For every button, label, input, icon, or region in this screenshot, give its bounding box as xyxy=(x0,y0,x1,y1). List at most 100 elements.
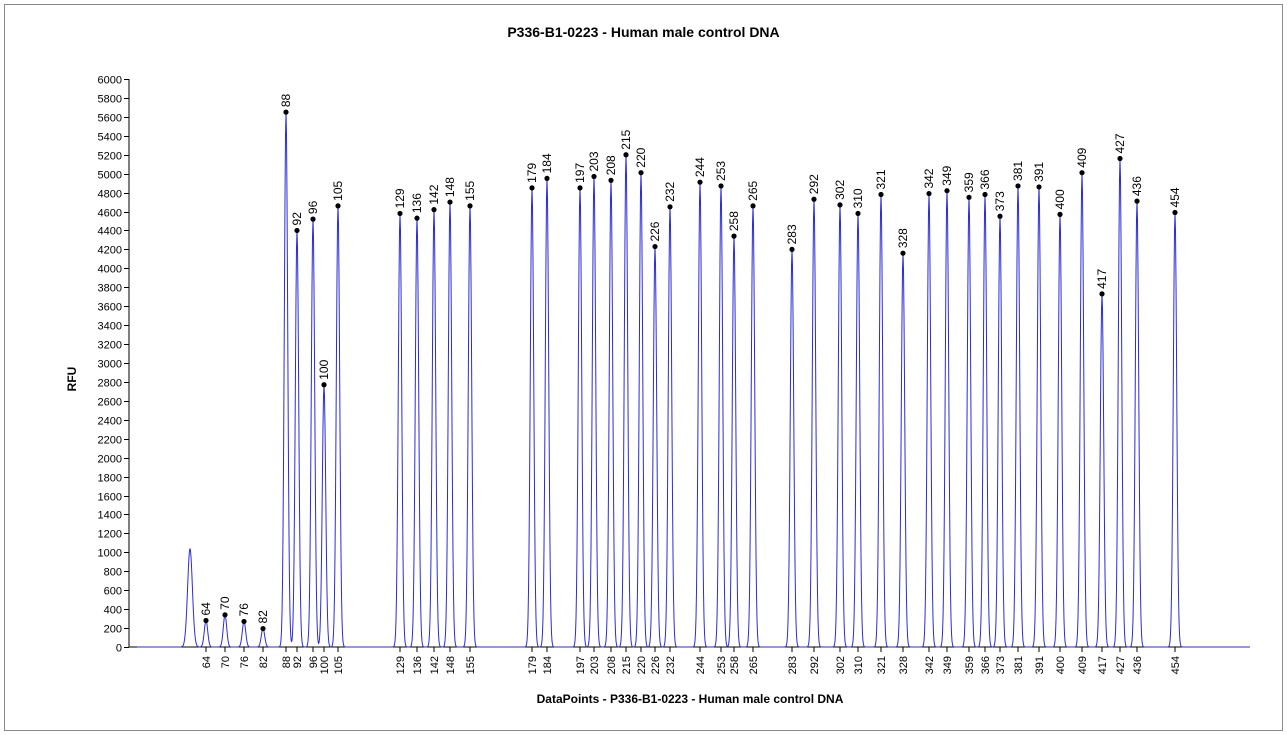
y-tick-label: 5200 xyxy=(98,151,122,163)
peak-label: 88 xyxy=(279,93,293,107)
peak-marker xyxy=(750,203,756,209)
peak-label: 359 xyxy=(962,172,976,192)
x-tick-label: 417 xyxy=(1097,656,1109,674)
x-tick-label: 64 xyxy=(201,656,213,668)
peak-label: 76 xyxy=(237,603,251,617)
peak-label: 258 xyxy=(727,211,741,231)
y-tick-label: 3600 xyxy=(98,302,122,314)
x-tick-label: 142 xyxy=(429,656,441,674)
y-tick-label: 1200 xyxy=(98,529,122,541)
x-tick-label: 302 xyxy=(835,656,847,674)
peak-marker xyxy=(1117,155,1123,162)
peak-marker xyxy=(855,210,861,217)
peak-label: 366 xyxy=(978,169,992,189)
peak-marker xyxy=(529,185,535,191)
peak-marker xyxy=(1036,184,1042,190)
peak-label: 381 xyxy=(1011,161,1025,181)
peak-marker xyxy=(335,203,341,209)
y-tick-label: 3400 xyxy=(98,321,122,333)
x-tick-label: 454 xyxy=(1170,656,1182,674)
y-tick-label: 2200 xyxy=(98,435,122,447)
peak-marker xyxy=(878,191,884,198)
peak-marker xyxy=(397,210,403,217)
peak-marker xyxy=(591,173,597,180)
y-tick-label: 5400 xyxy=(98,132,122,144)
x-tick-label: 258 xyxy=(729,656,741,674)
chart-frame xyxy=(4,4,1283,731)
peak-marker xyxy=(608,177,614,183)
peak-label: 265 xyxy=(746,181,760,201)
peak-label: 226 xyxy=(648,221,662,241)
peak-label: 142 xyxy=(427,184,441,204)
y-tick-label: 400 xyxy=(104,605,122,617)
peak-label: 283 xyxy=(785,224,799,244)
y-tick-label: 2000 xyxy=(98,454,122,466)
y-tick-label: 2800 xyxy=(98,378,122,390)
peak-marker xyxy=(966,194,972,200)
y-tick-label: 1000 xyxy=(98,548,122,560)
y-tick-label: 4600 xyxy=(98,208,122,220)
x-tick-label: 179 xyxy=(527,656,539,674)
x-tick-label: 129 xyxy=(395,656,407,674)
x-tick-label: 310 xyxy=(853,656,865,674)
peak-marker xyxy=(241,618,247,625)
x-tick-label: 373 xyxy=(995,656,1007,674)
y-tick-label: 800 xyxy=(104,567,122,579)
peak-marker xyxy=(697,179,703,185)
y-tick-label: 200 xyxy=(104,624,122,636)
peak-marker xyxy=(944,188,950,194)
peak-marker xyxy=(731,233,737,239)
peak-marker xyxy=(926,190,932,197)
y-tick-label: 4200 xyxy=(98,245,122,257)
peak-marker xyxy=(414,215,420,221)
peak-marker xyxy=(811,196,817,202)
y-tick-label: 4800 xyxy=(98,189,122,201)
signal-trace xyxy=(137,112,1250,648)
x-tick-label: 244 xyxy=(695,656,707,674)
peak-marker xyxy=(1172,209,1178,216)
peak-label: 232 xyxy=(663,181,677,201)
peak-label: 220 xyxy=(634,147,648,167)
y-tick-label: 1600 xyxy=(98,492,122,504)
peak-label: 197 xyxy=(573,163,587,183)
x-tick-label: 342 xyxy=(924,656,936,674)
peak-marker xyxy=(1079,170,1085,176)
x-tick-label: 92 xyxy=(292,656,304,668)
peak-label: 215 xyxy=(619,129,633,149)
peak-label: 148 xyxy=(443,177,457,197)
x-tick-label: 88 xyxy=(281,656,293,668)
peak-label: 328 xyxy=(896,228,910,248)
x-tick-label: 292 xyxy=(809,656,821,674)
peak-label: 105 xyxy=(331,181,345,201)
peak-marker xyxy=(321,382,327,388)
axes: 0 200 400 600 800 1000 1200 1400 1600 1800 2000 220… xyxy=(98,75,1250,674)
peak-marker xyxy=(310,216,316,222)
peak-marker xyxy=(1134,198,1140,204)
peak-label: 82 xyxy=(256,610,270,624)
x-tick-label: 136 xyxy=(412,656,424,674)
peak-marker xyxy=(789,246,795,252)
x-tick-label: 427 xyxy=(1115,656,1127,674)
chart-title: P336-B1-0223 - Human male control DNA xyxy=(507,24,780,40)
peak-marker xyxy=(1015,183,1021,189)
x-tick-label: 226 xyxy=(650,656,662,674)
peak-label: 292 xyxy=(807,174,821,194)
x-tick-label: 155 xyxy=(465,656,477,674)
peak-marker xyxy=(294,227,300,234)
peak-label: 342 xyxy=(922,168,936,188)
x-tick-label: 436 xyxy=(1132,656,1144,674)
peak-label: 391 xyxy=(1032,162,1046,182)
y-tick-label: 3800 xyxy=(98,283,122,295)
y-tick-label: 6000 xyxy=(98,75,122,87)
peak-label: 100 xyxy=(317,359,331,379)
x-tick-label: 82 xyxy=(258,656,270,668)
peak-marker xyxy=(652,243,658,250)
x-tick-label: 366 xyxy=(980,656,992,674)
x-tick-label: 283 xyxy=(787,656,799,674)
y-tick-label: 4000 xyxy=(98,264,122,276)
x-tick-label: 391 xyxy=(1034,656,1046,674)
x-tick-label: 203 xyxy=(589,656,601,674)
peak-marker xyxy=(222,612,228,618)
peak-label: 70 xyxy=(218,596,232,610)
x-tick-label: 400 xyxy=(1055,656,1067,674)
